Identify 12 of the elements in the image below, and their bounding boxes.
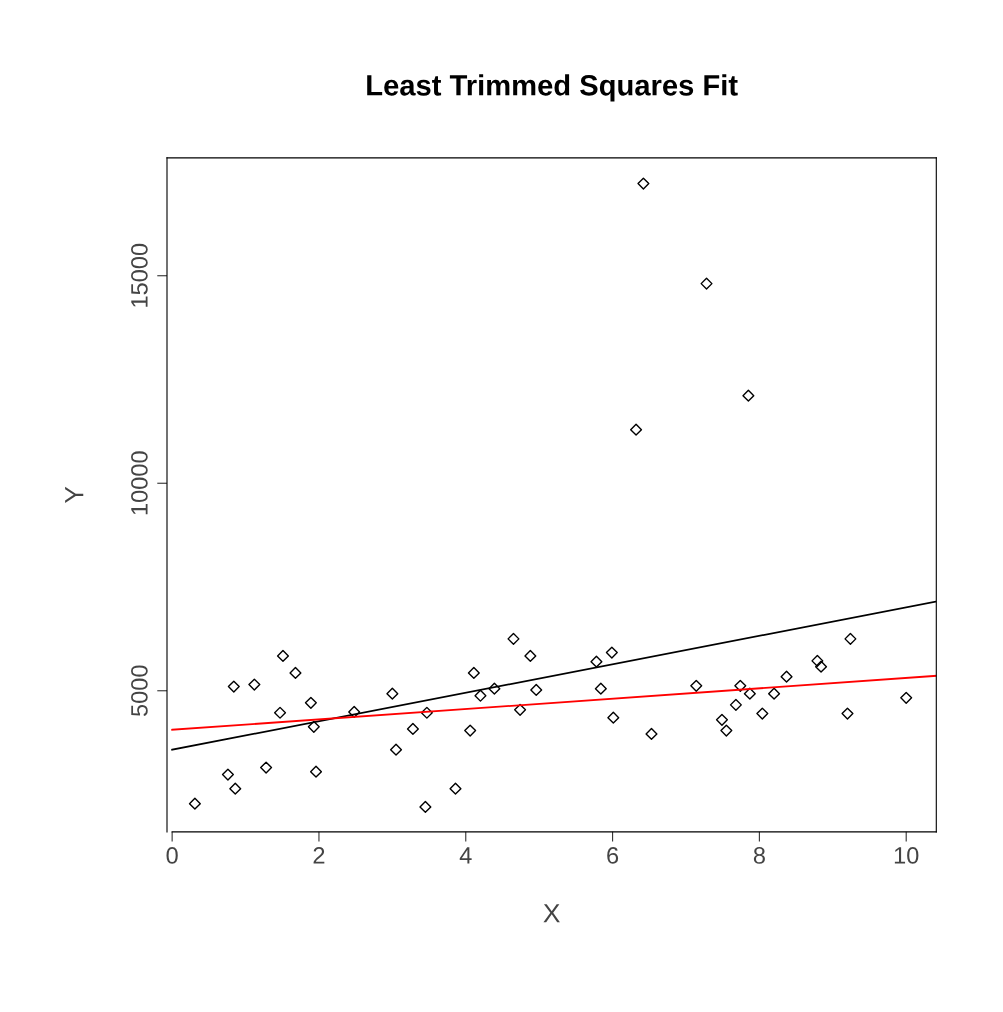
x-tick-label: 4 (459, 847, 472, 864)
x-tick-label: 8 (753, 847, 765, 864)
x-tick-label: 6 (607, 847, 619, 864)
y-tick-label: 10000 (131, 451, 148, 515)
x-axis-title: X (543, 904, 560, 923)
x-tick-label: 10 (894, 847, 919, 864)
y-tick-label: 5000 (131, 665, 148, 717)
y-axis-title: Y (65, 486, 84, 504)
x-tick-label: 0 (166, 847, 178, 864)
y-tick-label: 15000 (131, 243, 148, 307)
x-tick-label: 2 (313, 847, 325, 864)
chart-title: Least Trimmed Squares Fit (367, 74, 738, 102)
